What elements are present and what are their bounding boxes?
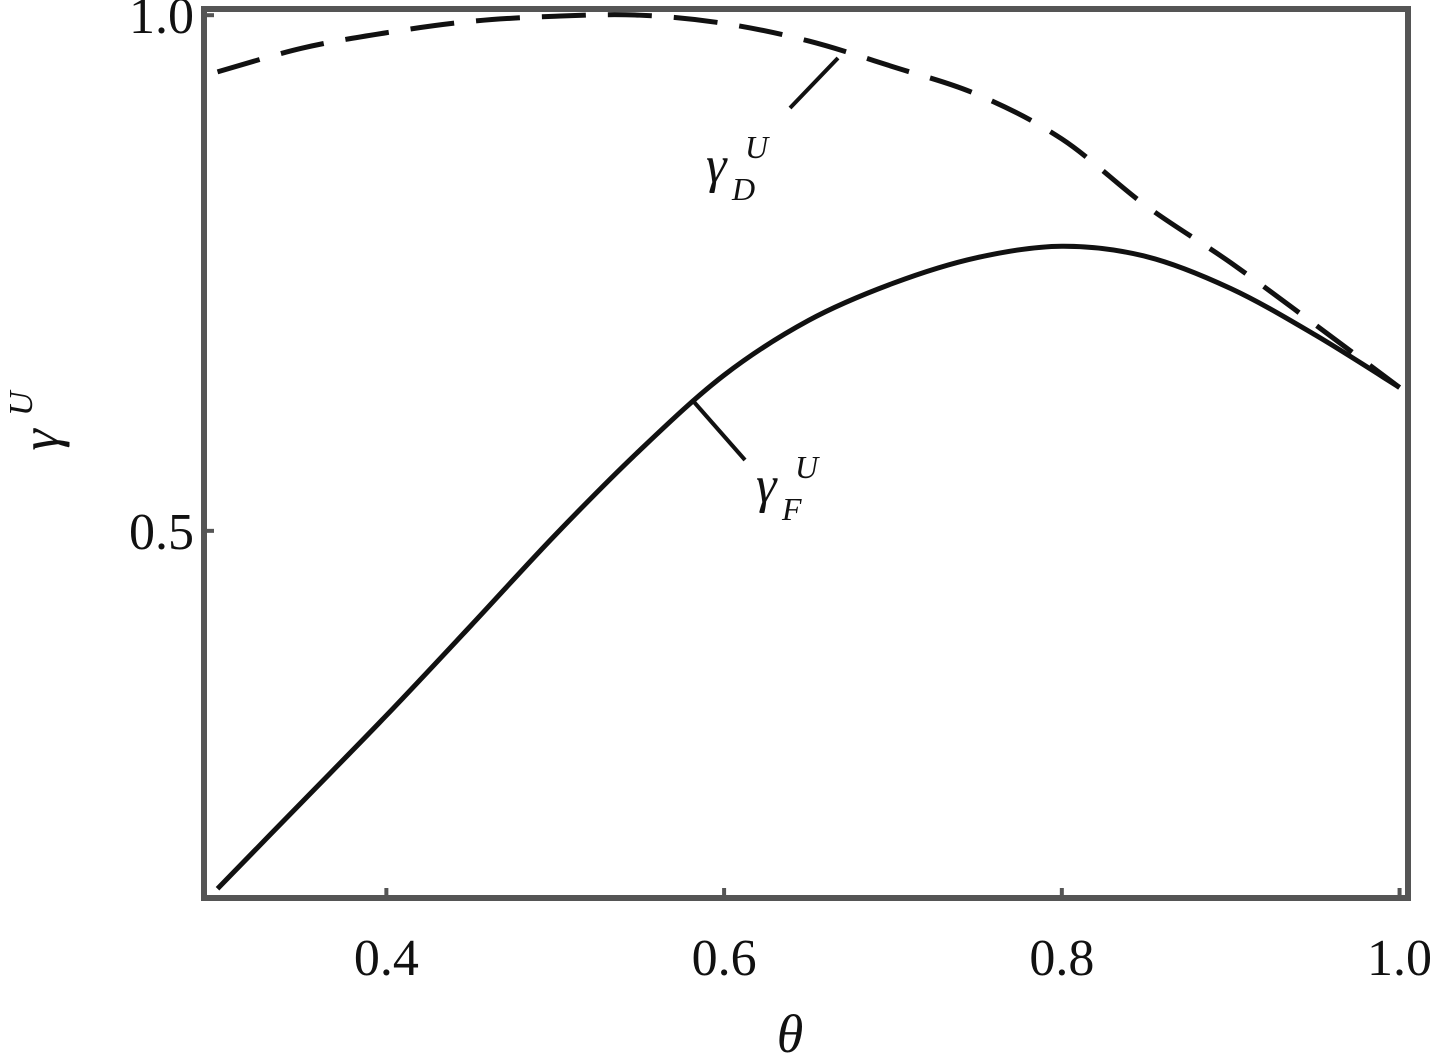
x-axis-label: θ bbox=[777, 1004, 804, 1056]
plot-frame bbox=[201, 6, 1411, 901]
annotation-base: γ bbox=[706, 137, 728, 194]
annotation-sup: U bbox=[795, 449, 820, 485]
x-tick-label: 1.0 bbox=[1367, 930, 1432, 987]
annotation-pointer bbox=[788, 56, 840, 110]
y-axis-label-sup: U bbox=[3, 389, 40, 416]
series-line bbox=[216, 12, 1402, 390]
annotation-sup: U bbox=[745, 129, 770, 165]
series-line bbox=[215, 243, 1401, 891]
x-tick-label: 0.4 bbox=[354, 930, 419, 987]
y-tick-label: 0.5 bbox=[129, 504, 194, 561]
annotation-sub: F bbox=[781, 491, 802, 527]
x-tick-label: 0.8 bbox=[1029, 930, 1094, 987]
annotation-pointer bbox=[692, 400, 747, 462]
y-axis-label: γ bbox=[10, 428, 70, 451]
annotation: γ D U bbox=[706, 129, 770, 207]
x-tick-label: 0.6 bbox=[692, 930, 757, 987]
y-axis-label-group: γ U bbox=[3, 389, 70, 451]
annotation-sub: D bbox=[731, 171, 755, 207]
y-tick-label: 1.0 bbox=[129, 0, 194, 45]
annotation-base: γ bbox=[756, 457, 778, 514]
annotation: γ F U bbox=[756, 449, 820, 527]
